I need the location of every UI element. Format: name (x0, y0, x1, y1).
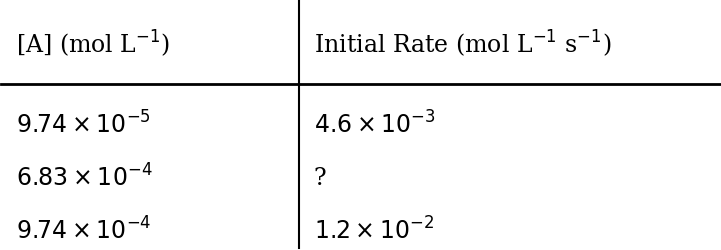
Text: ?: ? (314, 166, 327, 190)
Text: Initial Rate (mol L$^{-1}$ s$^{-1}$): Initial Rate (mol L$^{-1}$ s$^{-1}$) (314, 28, 611, 59)
Text: $9.74 \times 10^{-5}$: $9.74 \times 10^{-5}$ (16, 111, 151, 138)
Text: $9.74 \times 10^{-4}$: $9.74 \times 10^{-4}$ (16, 218, 151, 245)
Text: [A] (mol L$^{-1}$): [A] (mol L$^{-1}$) (16, 28, 170, 59)
Text: $1.2 \times 10^{-2}$: $1.2 \times 10^{-2}$ (314, 218, 434, 245)
Text: $6.83 \times 10^{-4}$: $6.83 \times 10^{-4}$ (16, 164, 152, 192)
Text: $4.6 \times 10^{-3}$: $4.6 \times 10^{-3}$ (314, 111, 435, 138)
